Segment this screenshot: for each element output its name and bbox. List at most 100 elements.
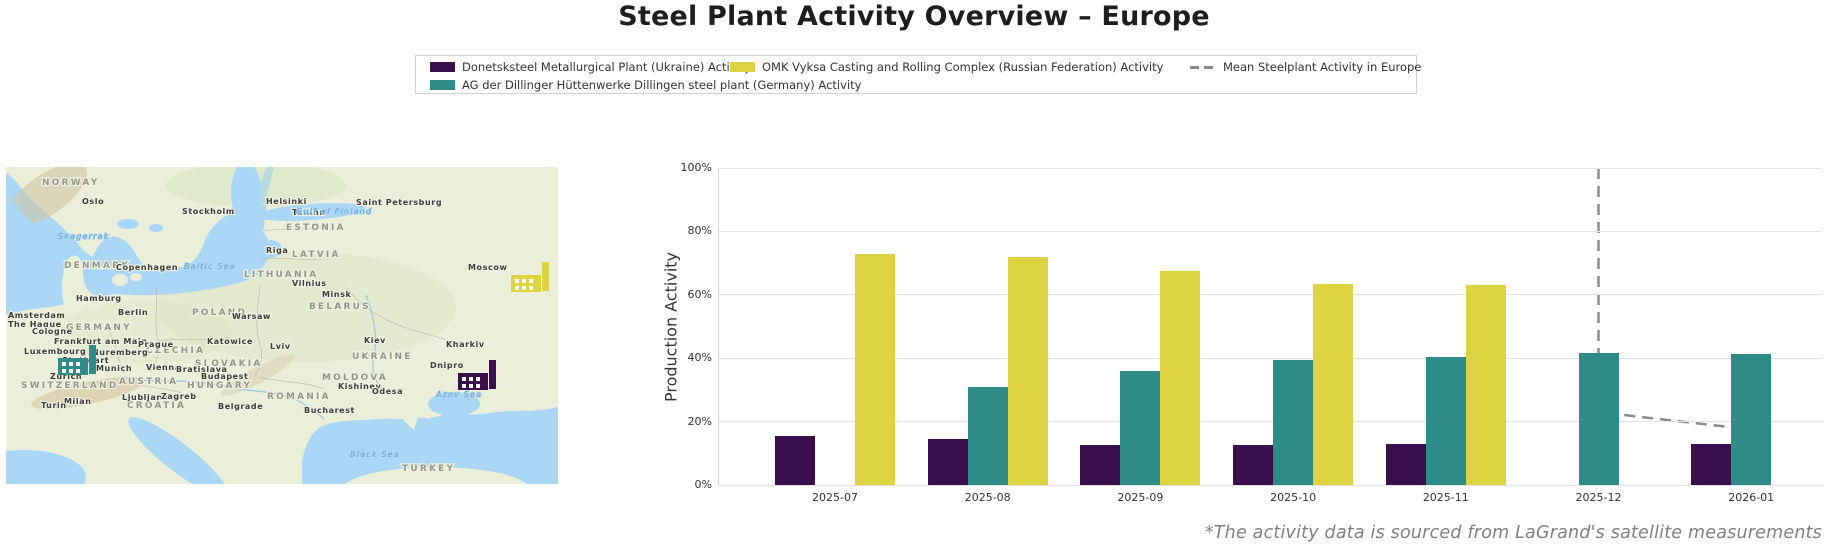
land-zealand: [112, 274, 128, 286]
bar-chart-plot-area[interactable]: [718, 167, 1822, 486]
y-tick-label: 0%: [694, 478, 712, 491]
land-jutland: [61, 255, 104, 310]
map-label-country: CZECHIA: [146, 346, 205, 356]
map-label-water: Gulf of Finland: [296, 207, 372, 216]
land-island: [130, 273, 142, 281]
map-label-water: Azov Sea: [435, 390, 482, 399]
europe-map[interactable]: NORWAY DENMARK ESTONIA LATVIA LITHUANIA BELAR…: [6, 167, 558, 484]
map-label-city: Hamburg: [76, 294, 122, 303]
bar: [1160, 271, 1201, 485]
map-label-city: Odesa: [372, 387, 403, 396]
map-label-city: Belgrade: [218, 402, 263, 411]
bar: [855, 253, 895, 485]
legend-item-mean-line[interactable]: Mean Steelplant Activity in Europe: [1190, 60, 1421, 74]
gulf-of-finland: [256, 203, 366, 221]
baltic-central: [210, 222, 270, 276]
y-axis-tick-labels: 0% 20% 40% 60% 80% 100%: [658, 161, 712, 491]
y-tick-label: 100%: [680, 161, 712, 174]
gridline: [718, 294, 1822, 296]
map-label-country: UKRAINE: [352, 352, 413, 362]
map-label-city: Ljubljana: [122, 393, 169, 402]
map-label-city: Luxembourg: [24, 347, 86, 356]
map-label-city: Budapest: [201, 372, 248, 381]
map-label-city: Oslo: [82, 197, 104, 206]
bar: [1120, 370, 1161, 485]
bar: [1731, 354, 1772, 485]
bar: [1273, 359, 1314, 485]
gridline: [718, 230, 1822, 232]
bar: [1578, 353, 1619, 485]
bar: [1313, 283, 1354, 485]
bar: [1465, 285, 1506, 485]
map-label-city: Munich: [96, 364, 132, 373]
map-label-country: TURKEY: [402, 464, 455, 474]
bar: [1691, 443, 1732, 485]
map-label-city: Saint Petersburg: [356, 198, 442, 207]
legend-swatch-teal: [430, 80, 455, 90]
map-label-city: Bucharest: [304, 406, 355, 415]
map-label-city: Kishinev: [338, 382, 381, 391]
source-footnote: *The activity data is sourced from LaGra…: [1204, 523, 1822, 543]
map-label-country: POLAND: [192, 308, 247, 318]
y-axis-line: [718, 168, 719, 485]
bar: [1233, 445, 1274, 485]
x-tick-label: 2025-11: [1422, 491, 1469, 504]
mediterranean: [6, 450, 86, 484]
map-label-city: Vienna: [146, 363, 181, 372]
factory-icon[interactable]: [58, 345, 96, 375]
map-label-country: DENMARK: [64, 261, 130, 271]
map-label-country: ROMANIA: [267, 392, 331, 402]
map-label-country: SWITZERLAND: [21, 381, 118, 391]
map-label-city: Cologne: [32, 327, 73, 336]
map-label-city: Milan: [64, 397, 92, 406]
y-tick-label: 20%: [687, 414, 712, 428]
land-finland: [271, 167, 558, 210]
map-label-country: GERMANY: [66, 323, 132, 333]
x-tick-label: 2025-10: [1270, 491, 1317, 504]
map-label-city: Vilnius: [292, 279, 327, 288]
map-label-city: Copenhagen: [116, 263, 178, 272]
map-label-city: Amsterdam: [8, 311, 65, 320]
map-label-country: AUSTRIA: [119, 377, 178, 387]
legend-item-donetsksteel[interactable]: Donetsksteel Metallurgical Plant (Ukrain…: [430, 60, 751, 74]
baltic-south: [103, 264, 259, 296]
factory-icon[interactable]: [458, 360, 496, 390]
map-label-city: Stockholm: [182, 207, 235, 216]
legend-swatch-purple: [430, 62, 455, 72]
y-tick-label: 80%: [687, 224, 712, 238]
map-label-city: Prague: [138, 340, 174, 349]
map-label-country: BELARUS: [309, 302, 371, 312]
legend-item-omk-vyksa[interactable]: OMK Vyksa Casting and Rolling Complex (R…: [730, 60, 1190, 74]
legend-swatch-yellow: [730, 62, 755, 72]
map-label-city: Tallinn: [292, 208, 326, 217]
map-label-city: Zurich: [50, 372, 82, 381]
map-label-country: CROATIA: [127, 401, 186, 411]
factory-icon[interactable]: [511, 262, 549, 292]
bar: [967, 386, 1008, 485]
legend-label: AG der Dillinger Hüttenwerke Dillingen s…: [462, 78, 862, 92]
map-label-country: NORWAY: [42, 178, 99, 188]
legend-item-dillinger[interactable]: AG der Dillinger Hüttenwerke Dillingen s…: [430, 78, 861, 92]
black-sea: [314, 417, 558, 484]
map-label-city: Helsinki: [266, 197, 307, 206]
gridline: [718, 167, 1822, 169]
legend-label: OMK Vyksa Casting and Rolling Complex (R…: [762, 60, 1164, 74]
river-danube: [123, 376, 325, 420]
map-label-city: Warsaw: [232, 312, 271, 321]
land-turkey: [345, 467, 527, 484]
map-label-city: Riga: [266, 246, 288, 255]
chart-legend: Donetsksteel Metallurgical Plant (Ukrain…: [415, 55, 1421, 94]
x-tick-label: 2025-12: [1575, 491, 1622, 504]
x-tick-label: 2025-08: [964, 491, 1011, 504]
legend-label: Mean Steelplant Activity in Europe: [1223, 60, 1422, 74]
legend-label: Donetsksteel Metallurgical Plant (Ukrain…: [462, 60, 752, 74]
map-label-city: Lviv: [270, 342, 291, 351]
map-label-water: Skagerrak: [58, 232, 110, 241]
terrain-tint: [61, 300, 231, 364]
map-label-city: Zagreb: [161, 392, 197, 401]
map-label-city: The Hague: [8, 320, 62, 329]
lake-vattern: [149, 224, 163, 232]
adriatic-sea: [128, 417, 228, 484]
bar: [1007, 256, 1048, 485]
gridline: [718, 357, 1822, 359]
